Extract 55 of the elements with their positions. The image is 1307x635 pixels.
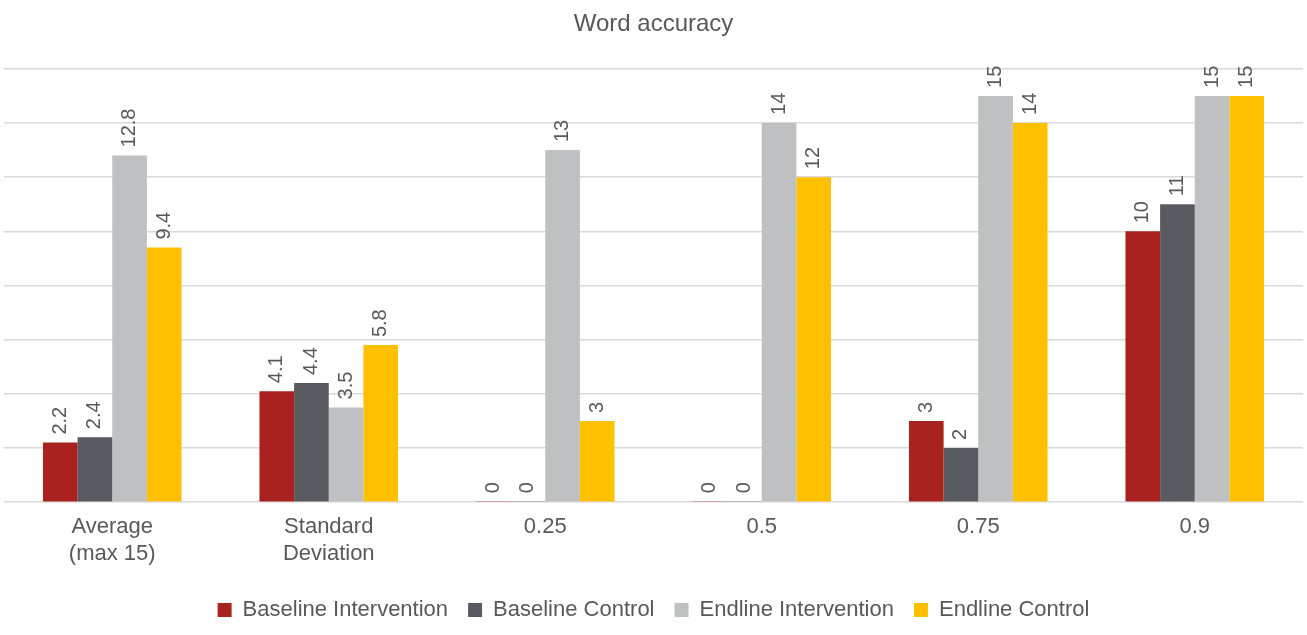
bar — [77, 437, 113, 502]
data-label: 2.4 — [82, 401, 105, 430]
bar — [545, 150, 580, 502]
legend-label: Baseline Control — [493, 596, 655, 622]
bar — [259, 391, 295, 502]
legend-label: Endline Intervention — [699, 596, 894, 622]
bar — [978, 95, 1013, 502]
data-label: 5.8 — [368, 309, 391, 338]
data-label: 3 — [913, 401, 936, 413]
data-label: 2.2 — [47, 406, 70, 435]
data-label: 12.8 — [117, 108, 140, 148]
data-label: 12 — [801, 146, 824, 170]
data-label: 4.4 — [298, 347, 321, 376]
data-label: 9.4 — [151, 211, 174, 240]
x-tick-label: Standard Deviation — [282, 513, 375, 565]
chart-title: Word accuracy — [573, 9, 734, 37]
bar — [796, 177, 832, 502]
data-label: 0 — [515, 482, 538, 494]
bar — [112, 155, 147, 502]
bar — [146, 247, 182, 502]
bar — [1160, 204, 1195, 502]
bar — [294, 383, 329, 502]
bar — [1194, 95, 1230, 502]
data-label: 14 — [1017, 92, 1040, 115]
bar — [579, 420, 615, 502]
data-label: 15 — [1234, 65, 1257, 88]
data-label: 13 — [550, 119, 573, 143]
data-label: 10 — [1130, 201, 1153, 224]
data-label: 3.5 — [333, 371, 356, 400]
data-label: 0 — [697, 482, 720, 494]
bar — [908, 420, 944, 502]
bar — [1125, 231, 1161, 502]
data-label: 0 — [731, 482, 754, 494]
data-label: 14 — [766, 92, 789, 115]
x-tick-label: 0.75 — [956, 513, 1000, 539]
x-tick-label: 0.5 — [746, 513, 778, 539]
bar — [1229, 95, 1265, 502]
bar — [328, 407, 364, 502]
legend-label: Endline Control — [938, 596, 1090, 622]
legend-label: Baseline Intervention — [242, 596, 449, 622]
bar — [1012, 122, 1048, 502]
bar — [761, 122, 797, 502]
data-label: 2 — [948, 428, 971, 441]
data-label: 0 — [480, 482, 503, 494]
data-label: 15 — [1199, 65, 1222, 88]
bar — [943, 448, 979, 502]
data-label: 11 — [1164, 175, 1187, 197]
data-label: 3 — [584, 401, 607, 413]
x-tick-label: Average (max 15) — [68, 513, 156, 565]
data-label: 4.1 — [264, 355, 287, 384]
x-tick-label: 0.9 — [1179, 513, 1211, 539]
data-label: 15 — [983, 65, 1006, 88]
bar — [363, 345, 399, 502]
x-tick-label: 0.25 — [523, 513, 567, 539]
bar — [42, 442, 78, 502]
